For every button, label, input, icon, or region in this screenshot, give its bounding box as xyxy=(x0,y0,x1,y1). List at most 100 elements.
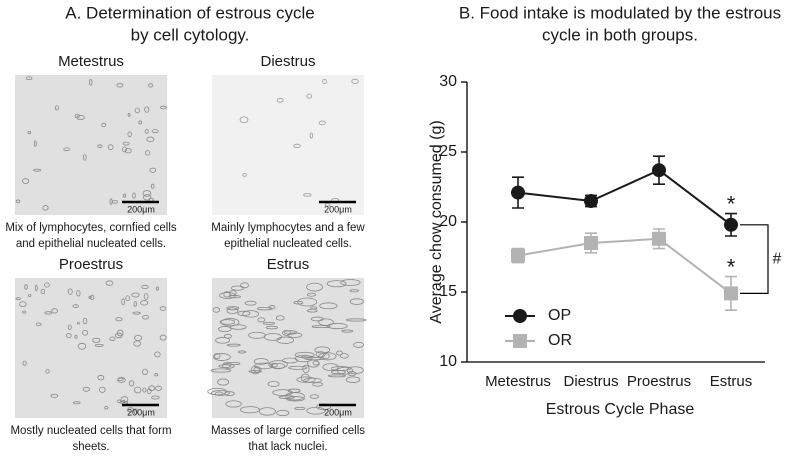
cell xyxy=(104,406,109,410)
cell xyxy=(306,406,326,415)
cell xyxy=(256,306,273,311)
cell xyxy=(99,386,106,393)
cell xyxy=(270,362,278,368)
cell xyxy=(19,301,27,308)
cell xyxy=(351,78,359,84)
cell xyxy=(318,352,337,361)
cell xyxy=(218,364,232,368)
legend-marker xyxy=(513,334,527,348)
cell xyxy=(250,365,261,375)
cell xyxy=(72,304,79,308)
y-tick-label: 10 xyxy=(439,353,457,370)
y-tick-label: 20 xyxy=(439,213,457,230)
cell xyxy=(67,324,72,330)
cell xyxy=(285,392,305,401)
cell xyxy=(257,317,266,323)
cell xyxy=(44,311,53,315)
cell xyxy=(109,198,113,205)
cell xyxy=(155,286,160,291)
cell xyxy=(112,200,118,204)
significance-hash: # xyxy=(773,250,782,267)
cell xyxy=(126,407,135,413)
cell xyxy=(42,205,49,211)
marker xyxy=(584,194,598,208)
cell xyxy=(239,116,249,124)
cell xyxy=(122,141,130,146)
chart-title: B. Food intake is modulated by the estro… xyxy=(459,3,781,22)
cell xyxy=(132,192,136,199)
cell xyxy=(310,316,324,322)
cell xyxy=(288,365,308,370)
cell xyxy=(109,336,116,341)
scale-label: 200μm xyxy=(324,407,352,417)
x-tick-label: Diestrus xyxy=(563,373,618,390)
cell xyxy=(35,322,42,327)
cell xyxy=(54,105,59,111)
cell xyxy=(335,350,343,356)
cell xyxy=(213,353,221,359)
cell xyxy=(121,298,125,306)
cell xyxy=(116,82,124,88)
cell xyxy=(300,373,310,382)
cell xyxy=(340,279,361,286)
cell xyxy=(132,311,141,315)
cell xyxy=(22,360,27,366)
cell xyxy=(134,408,138,415)
scale-label: 200μm xyxy=(127,204,155,214)
cell xyxy=(242,173,247,177)
cell xyxy=(82,154,87,161)
cell xyxy=(307,359,320,368)
cell xyxy=(262,321,276,325)
cell xyxy=(309,132,313,139)
cell xyxy=(212,307,220,313)
cell xyxy=(322,353,330,360)
cell xyxy=(44,282,50,288)
micrograph-caption: and epithelial nucleated cells. xyxy=(16,238,166,250)
cell xyxy=(339,353,349,359)
chart-title: cycle in both groups. xyxy=(542,25,698,44)
cell xyxy=(72,401,81,405)
micrograph-caption: Mainly lymphocytes and a few xyxy=(211,222,365,234)
cell xyxy=(349,298,364,305)
cell xyxy=(294,406,306,410)
cell xyxy=(303,193,312,197)
cell xyxy=(146,136,155,143)
cell xyxy=(276,97,284,103)
cell xyxy=(159,334,167,341)
marker xyxy=(584,236,598,250)
cell xyxy=(297,297,318,307)
marker xyxy=(724,286,738,301)
cell xyxy=(142,387,147,393)
cell xyxy=(142,368,148,376)
cell xyxy=(76,289,81,297)
cell xyxy=(40,288,46,295)
bracket xyxy=(740,224,769,294)
cell xyxy=(248,370,262,373)
cell xyxy=(271,363,286,370)
cell xyxy=(222,363,235,369)
cell xyxy=(144,106,150,113)
cell xyxy=(258,407,276,416)
marker xyxy=(724,217,738,232)
cell xyxy=(244,300,257,306)
cell xyxy=(144,129,149,134)
marker xyxy=(511,248,525,263)
cell xyxy=(263,333,282,341)
cell xyxy=(142,314,150,320)
cell xyxy=(131,292,140,298)
cell xyxy=(143,293,149,300)
series-line xyxy=(517,237,732,295)
cell xyxy=(117,399,122,404)
cell xyxy=(74,334,78,339)
cell xyxy=(310,306,318,310)
cell xyxy=(76,321,80,325)
cell xyxy=(89,79,93,86)
cell xyxy=(154,351,161,358)
cell xyxy=(140,300,149,306)
y-tick-label: 25 xyxy=(439,143,457,160)
cell xyxy=(220,318,240,327)
cell xyxy=(286,396,305,402)
y-axis-label: Average chow consumed (g) xyxy=(428,120,445,323)
cell xyxy=(345,318,367,322)
cell xyxy=(306,292,317,297)
